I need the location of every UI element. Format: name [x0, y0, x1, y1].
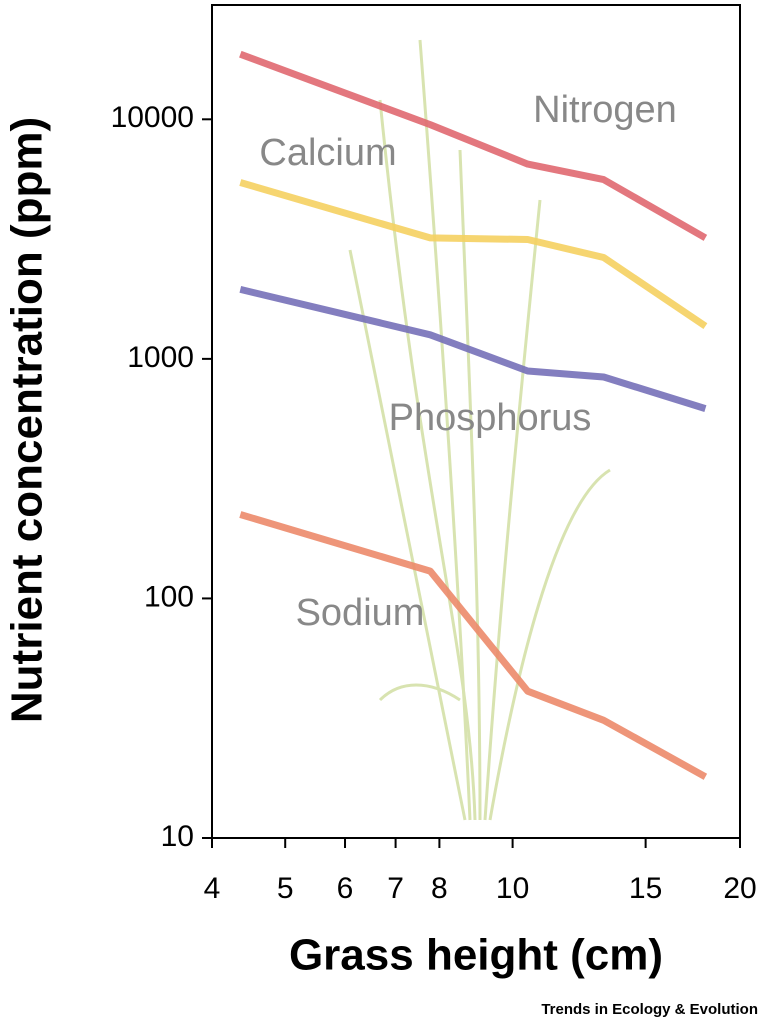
plot-frame	[211, 4, 741, 839]
series-line	[239, 511, 708, 780]
y-tick-label: 1000	[127, 341, 194, 374]
series-label: Phosphorus	[389, 397, 592, 439]
x-tick-label: 5	[277, 872, 294, 905]
x-tick-label: 10	[496, 872, 529, 905]
x-tick-label: 15	[629, 872, 662, 905]
series-label: Nitrogen	[533, 89, 677, 131]
y-tick-label: 10000	[111, 101, 194, 134]
series-label: Calcium	[259, 132, 396, 174]
y-tick-label: 100	[144, 580, 194, 613]
series-label: Sodium	[296, 592, 425, 634]
grass-illustration	[348, 39, 611, 821]
y-axis-title: Nutrient concentration (ppm)	[3, 117, 52, 723]
x-tick-label: 7	[387, 872, 404, 905]
series-line	[239, 285, 707, 412]
x-axis-title: Grass height (cm)	[289, 931, 663, 980]
x-tick-label: 8	[431, 872, 448, 905]
source: Trends in Ecology & Evolution	[541, 1001, 758, 1018]
series-line	[239, 50, 708, 241]
x-tick-label: 6	[337, 872, 354, 905]
y-tick-label: 10	[161, 820, 194, 853]
series-line	[239, 179, 708, 330]
x-tick-label: 20	[723, 872, 756, 905]
x-tick-label: 4	[204, 872, 221, 905]
